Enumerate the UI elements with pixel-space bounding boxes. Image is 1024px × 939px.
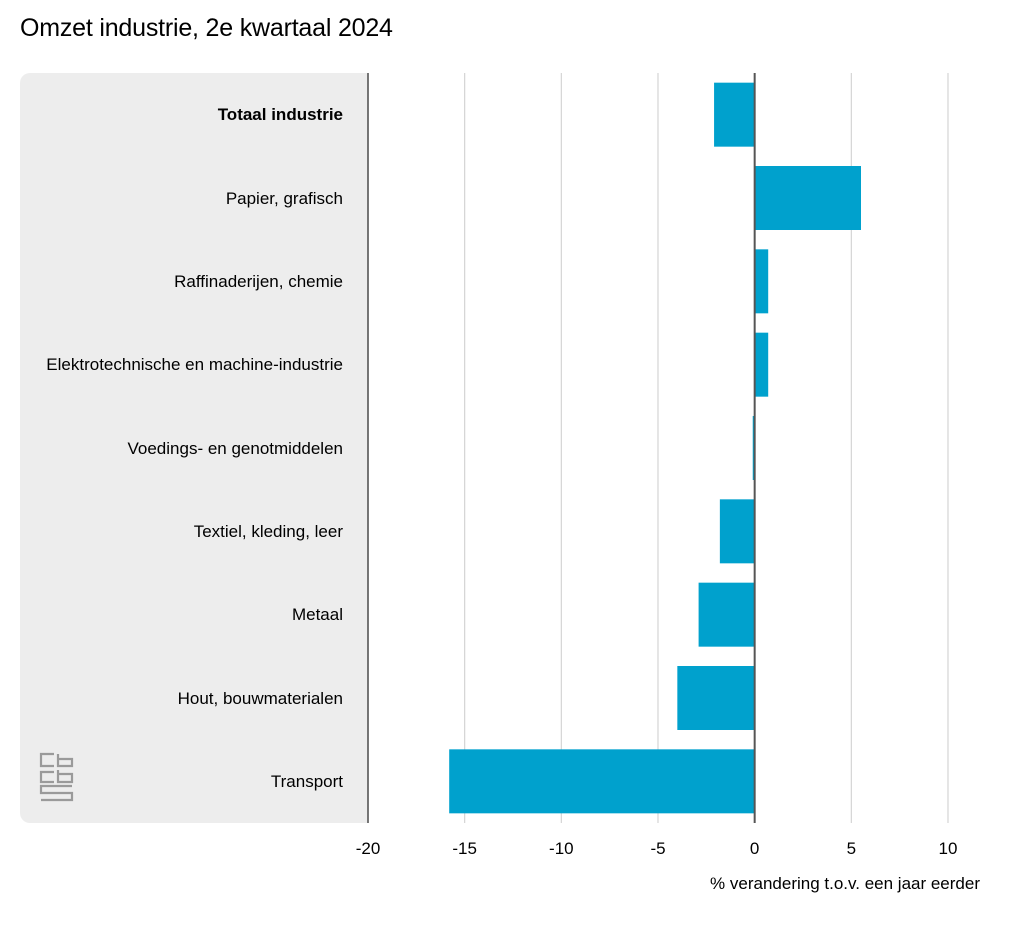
bar (677, 666, 755, 730)
bar (754, 249, 769, 314)
axes (367, 73, 756, 823)
category-label: Textiel, kleding, leer (193, 521, 343, 541)
x-tick-label: -20 (355, 839, 381, 858)
category-label: Transport (270, 771, 343, 791)
bar (754, 166, 861, 230)
x-tick-label: 10 (938, 839, 958, 858)
x-axis-title: % verandering t.o.v. een jaar eerder (710, 874, 980, 893)
bar (754, 332, 769, 397)
category-label: Totaal industrie (217, 105, 343, 125)
category-label: Elektrotechnische en machine-industrie (46, 355, 343, 375)
x-tick-label: 5 (846, 839, 857, 858)
category-label: Papier, grafisch (225, 188, 343, 208)
x-tick-label: -5 (650, 839, 666, 858)
bars (449, 82, 861, 814)
bar (714, 82, 755, 147)
category-label: Raffinaderijen, chemie (174, 271, 343, 291)
bar (449, 749, 755, 814)
x-tick-label: -15 (452, 839, 477, 858)
bar (719, 499, 755, 564)
category-label: Metaal (291, 605, 343, 625)
chart-title: Omzet industrie, 2e kwartaal 2024 (20, 14, 393, 42)
category-label-panel (20, 73, 368, 823)
cbs-logo-icon (39, 752, 74, 802)
x-tick-label: -10 (549, 839, 574, 858)
bar (698, 582, 755, 647)
category-label: Hout, bouwmaterialen (177, 688, 343, 708)
x-tick-label: 0 (749, 839, 760, 858)
category-label: Voedings- en genotmiddelen (127, 438, 344, 458)
